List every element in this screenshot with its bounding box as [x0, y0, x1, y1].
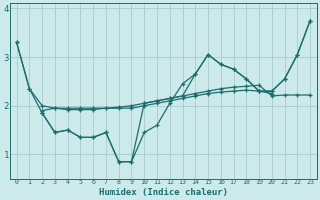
- X-axis label: Humidex (Indice chaleur): Humidex (Indice chaleur): [99, 188, 228, 197]
